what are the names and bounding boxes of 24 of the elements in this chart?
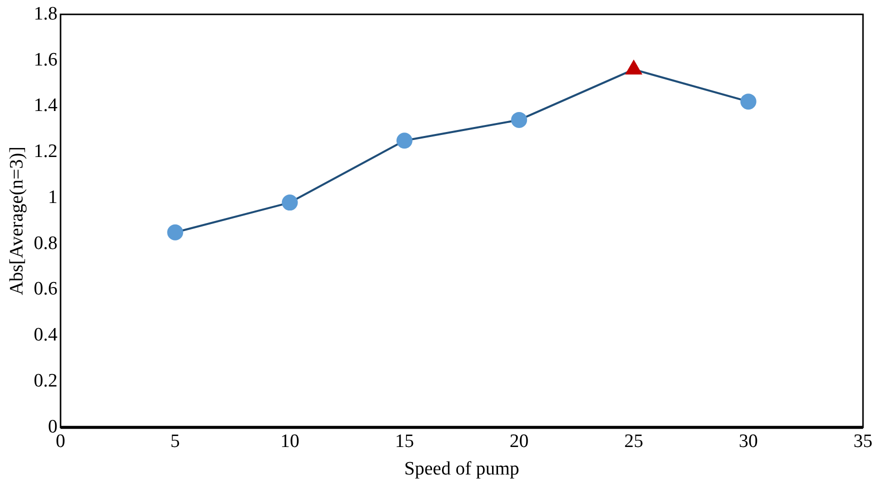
point <box>282 194 298 211</box>
y-tick-label: 0.4 <box>34 324 58 346</box>
y-tick-label: 0.8 <box>34 232 58 254</box>
x-tick-label: 30 <box>738 430 758 452</box>
y-tick-label: 1.8 <box>34 3 58 24</box>
point <box>167 224 184 240</box>
x-tick-label: 20 <box>510 430 529 452</box>
point <box>740 94 756 110</box>
point <box>511 112 528 128</box>
y-tick-label: 0 <box>48 416 58 438</box>
x-tick-label: 35 <box>854 430 872 452</box>
y-tick-label: 1 <box>48 186 58 208</box>
point <box>396 132 412 149</box>
y-tick-label: 0.6 <box>34 278 58 300</box>
y-tick-label: 0.2 <box>34 370 58 392</box>
x-tick-label: 10 <box>280 430 300 452</box>
x-tick-label: 5 <box>170 430 180 452</box>
x-tick-label: 25 <box>624 430 644 452</box>
x-tick-label: 15 <box>394 430 414 452</box>
y-tick-label: 1.2 <box>34 141 58 162</box>
y-tick-label: 1.6 <box>34 49 58 70</box>
y-axis-title: Abs[Average(n=3)] <box>6 146 28 296</box>
x-axis-title: Speed of pump <box>404 458 520 480</box>
y-tick-label: 1.4 <box>34 95 58 116</box>
